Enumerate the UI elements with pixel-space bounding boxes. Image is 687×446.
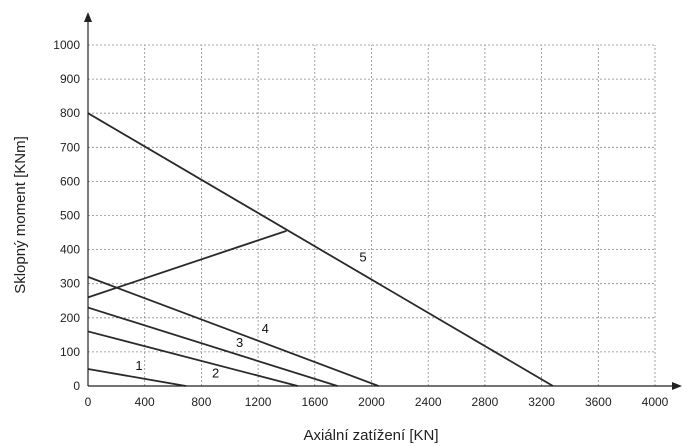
series-label-2: 2 (212, 365, 219, 380)
y-tick-label: 0 (73, 379, 80, 393)
x-tick-label: 4000 (642, 395, 669, 409)
y-tick-label: 800 (60, 106, 80, 120)
y-tick-label: 600 (60, 174, 80, 188)
series-line-2 (87, 330, 299, 387)
series-line-4 (87, 276, 379, 387)
series-lines (87, 112, 554, 387)
x-tick-label: 400 (135, 395, 155, 409)
series-label-1: 1 (135, 358, 142, 373)
x-tick-label: 2400 (415, 395, 442, 409)
x-tick-label: 2000 (358, 395, 385, 409)
series-line-connector (87, 229, 287, 299)
y-tick-label: 300 (60, 277, 80, 291)
series-label-3: 3 (236, 335, 243, 350)
x-tick-label: 3200 (528, 395, 555, 409)
y-tick-label: 100 (60, 345, 80, 359)
x-axis-arrow (672, 382, 682, 390)
series-label-5: 5 (359, 250, 366, 265)
series-line-1 (87, 368, 186, 387)
x-tick-label: 1200 (245, 395, 272, 409)
grid (88, 44, 656, 386)
y-axis-arrow (84, 12, 92, 22)
y-tick-label: 200 (60, 311, 80, 325)
y-tick-label: 500 (60, 209, 80, 223)
x-tick-label: 1600 (301, 395, 328, 409)
y-tick-label: 900 (60, 72, 80, 86)
tick-labels: 0 400 800 1200 1600 2000 2400 2800 3200 3600 40000… (53, 38, 668, 409)
axes (84, 12, 682, 390)
x-tick-label: 3600 (585, 395, 612, 409)
series-line-3 (87, 306, 338, 387)
x-tick-label: 2800 (472, 395, 499, 409)
x-tick-label: 0 (85, 395, 92, 409)
y-tick-label: 1000 (53, 38, 80, 52)
x-axis-label: Axiální zatížení [KN] (303, 427, 438, 444)
series-label-4: 4 (262, 321, 269, 336)
series-line-5 (87, 112, 554, 387)
y-axis-label: Sklopný moment [KNm] (12, 136, 29, 294)
y-tick-label: 400 (60, 243, 80, 257)
series-labels: 1 2 3 4 5 (135, 250, 366, 381)
x-tick-label: 800 (191, 395, 211, 409)
y-tick-label: 700 (60, 140, 80, 154)
